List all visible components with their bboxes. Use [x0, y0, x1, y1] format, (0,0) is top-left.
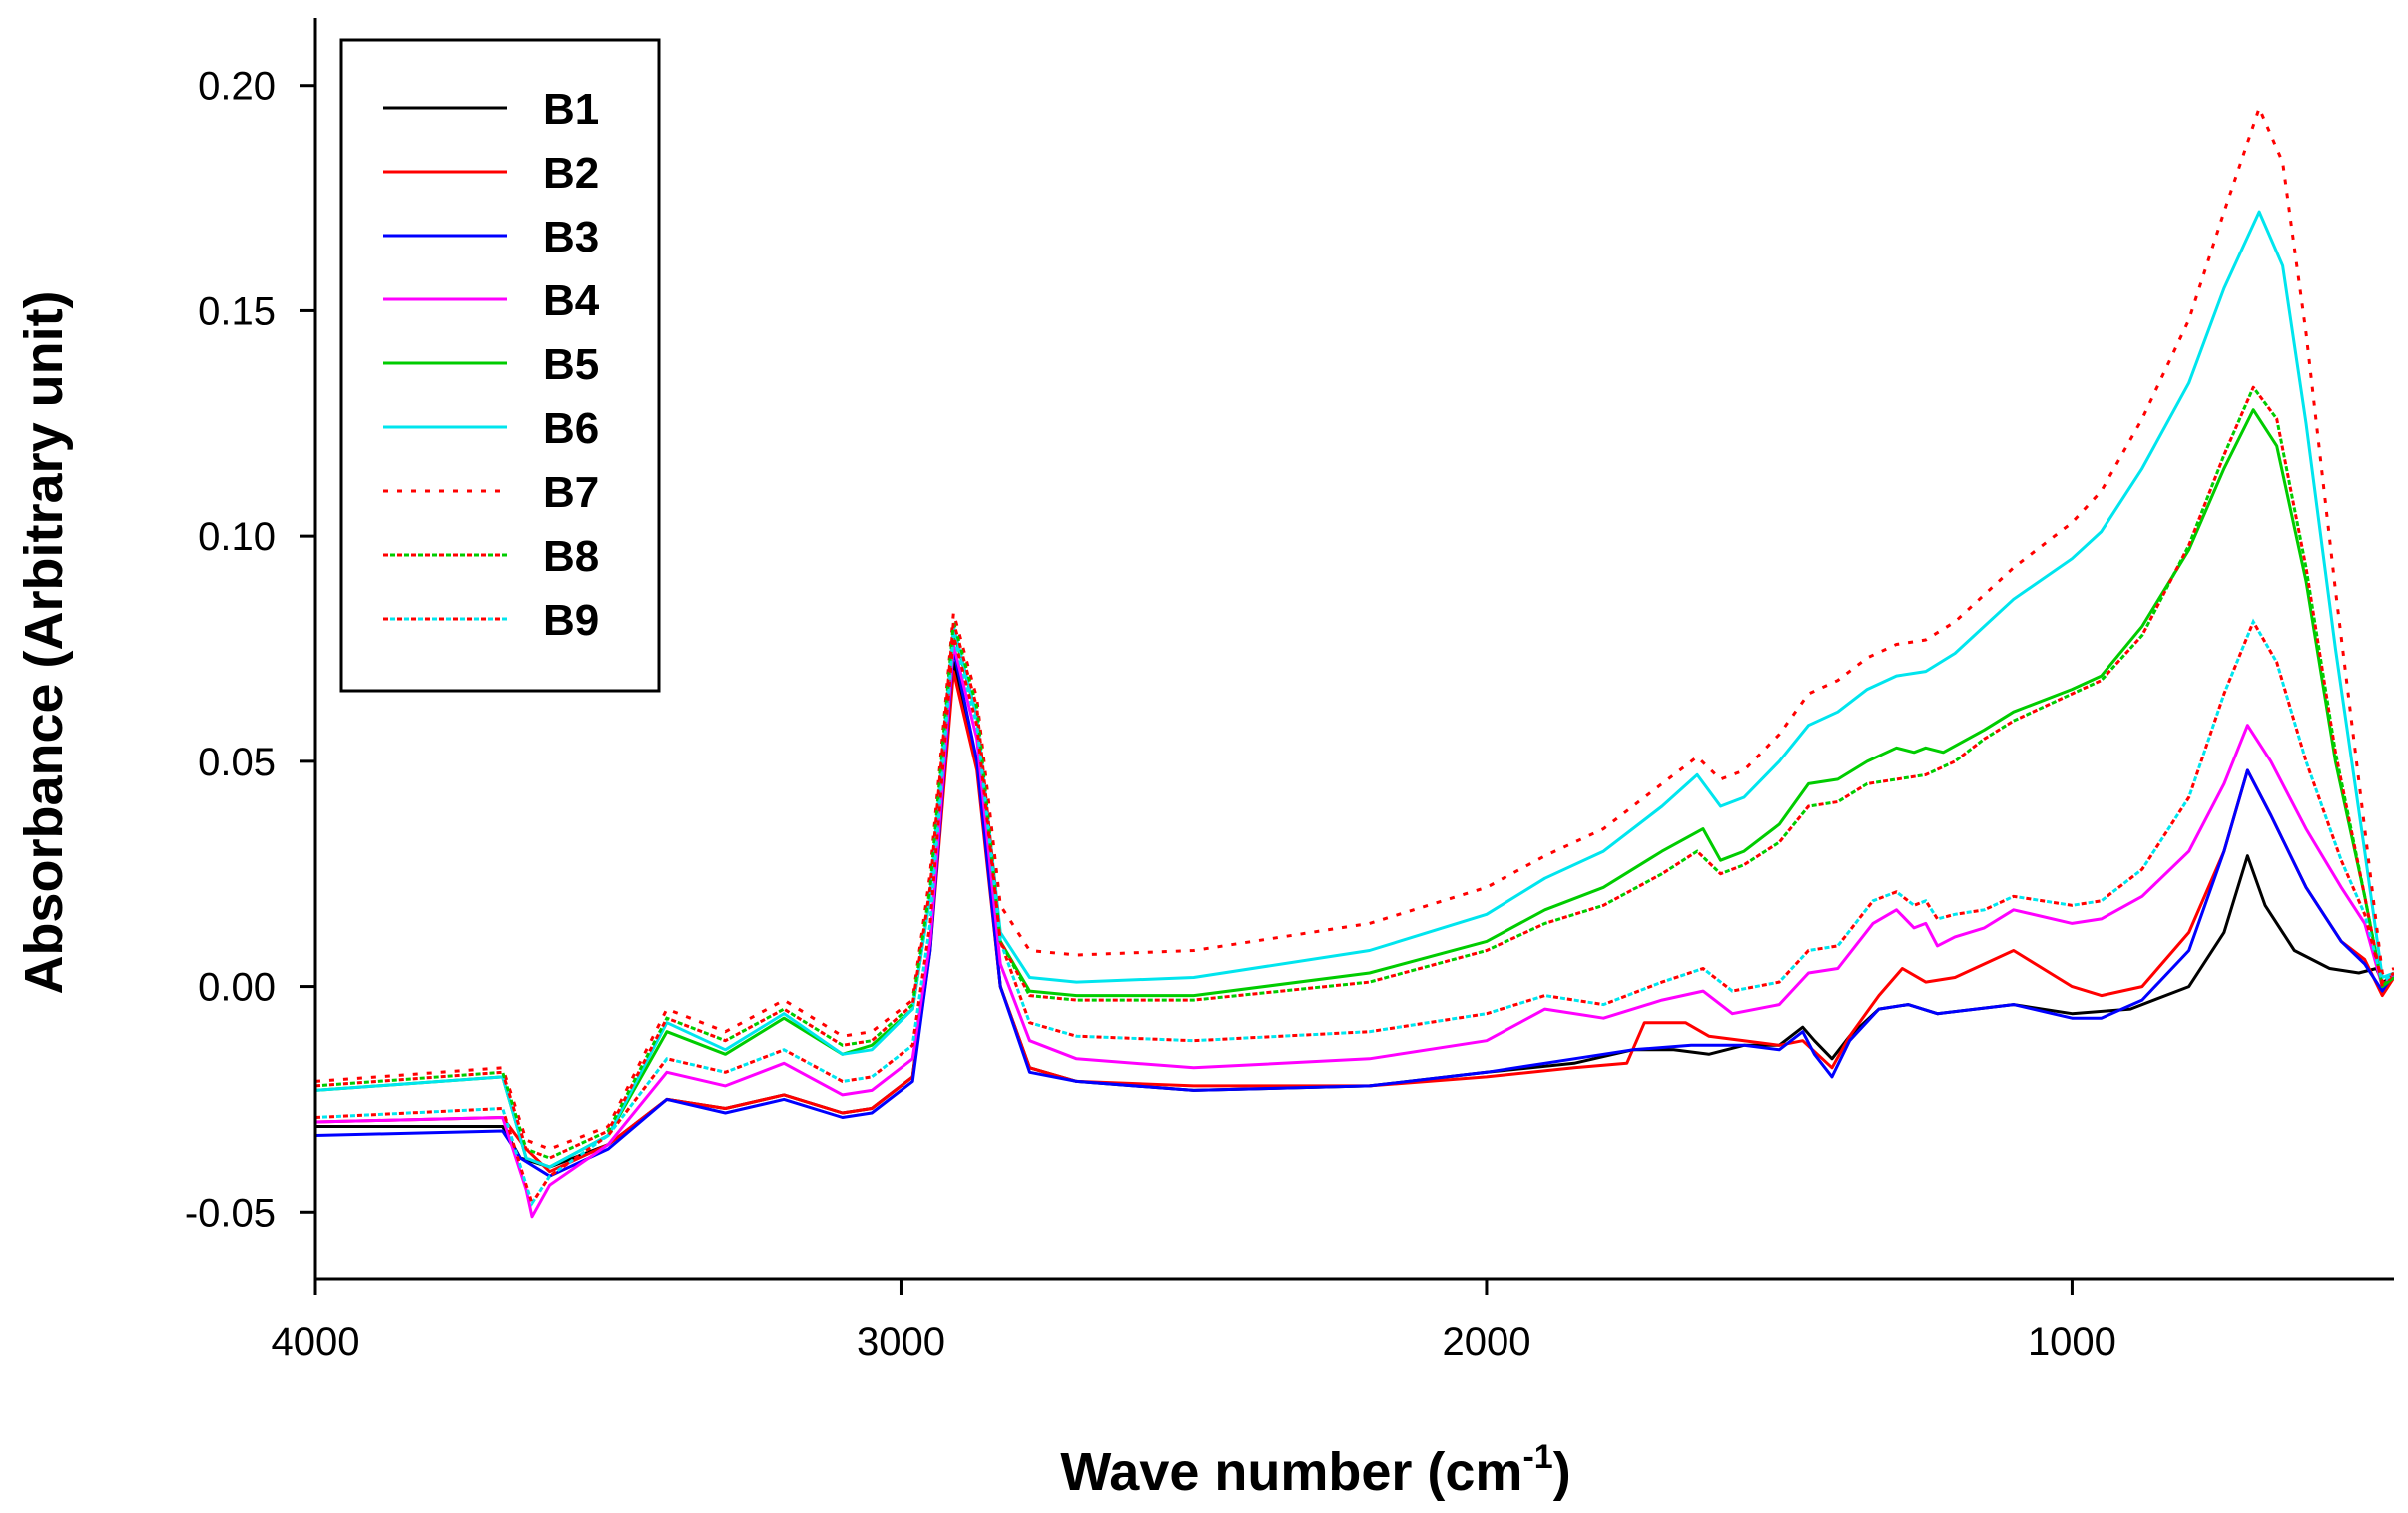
series-line-b2 [315, 670, 2394, 1174]
legend-label-b9: B9 [543, 596, 599, 645]
x-tick-label: 3000 [857, 1320, 945, 1364]
x-axis-title-superscript: -1 [1522, 1438, 1552, 1476]
y-tick-label: 0.00 [198, 966, 276, 1010]
y-tick-label: 0.20 [198, 65, 276, 109]
y-tick-label: 0.15 [198, 289, 276, 333]
legend-label-b5: B5 [543, 340, 599, 389]
series-line-b9 [315, 620, 2394, 1205]
legend-label-b3: B3 [543, 213, 599, 261]
x-axis-title-main: Wave number (cm [1060, 1442, 1522, 1502]
legend-label-b8: B8 [543, 532, 599, 581]
series-line-b8 [315, 385, 2394, 1160]
legend-label-b6: B6 [543, 404, 599, 453]
y-tick-label: 0.10 [198, 515, 276, 559]
series-line-b3 [315, 647, 2394, 1178]
legend-label-b4: B4 [543, 276, 600, 325]
x-tick-label: 1000 [2028, 1320, 2116, 1364]
series-line-b9-alt [315, 618, 2394, 1207]
legend: B1 B2 B3 B4 B5 B6 B7 B8 B9 [339, 38, 661, 693]
x-tick-label: 2000 [1442, 1320, 1530, 1364]
series-line-b7 [315, 106, 2394, 1151]
x-tick-label: 4000 [272, 1320, 360, 1364]
series-line-b6 [315, 210, 2394, 1169]
y-tick-label: -0.05 [185, 1191, 276, 1235]
legend-label-b2: B2 [543, 149, 599, 198]
legend-box [339, 38, 661, 693]
x-axis-title: Wave number (cm-1) [1060, 1438, 1570, 1502]
y-tick-label: 0.05 [198, 741, 276, 784]
series-line-b8-alt [315, 384, 2394, 1160]
x-axis-title-close: ) [1553, 1442, 1571, 1502]
y-axis-title: Absorbance (Arbitrary unit) [14, 290, 74, 994]
legend-label-b1: B1 [543, 85, 599, 134]
series-line-b4 [315, 643, 2394, 1219]
legend-label-b7: B7 [543, 468, 599, 517]
axes-layer: -0.05 0.00 0.05 0.10 0.15 0.20 4000 3000 2000 100… [185, 18, 2394, 1364]
series-layer [315, 106, 2394, 1219]
